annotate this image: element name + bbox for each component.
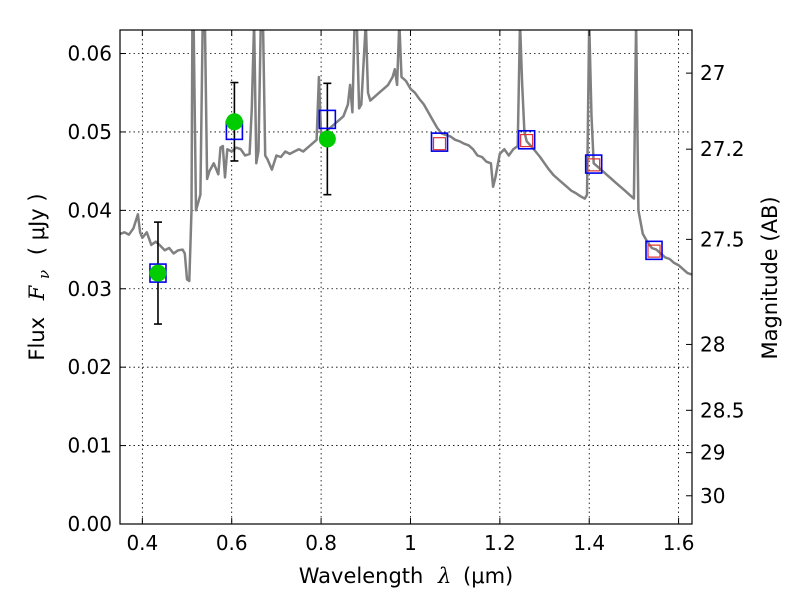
right-tick-label: 27.5	[700, 227, 745, 251]
axis-ticks: 0.4 0.6 0.8 1 1.2 1.4 1.6 0.00 0.01 0.02 0.03 0.04 0…	[67, 30, 745, 555]
x-tick-label: 1	[404, 531, 417, 555]
right-axis-label: Magnitude (AB)	[758, 196, 782, 359]
x-axis-label: Wavelength λ (μm)	[299, 564, 513, 588]
x-tick-label: 0.6	[216, 531, 248, 555]
y-tick-label: 0.04	[67, 198, 112, 222]
y-axis-label-unit: ( μJy )	[25, 193, 49, 255]
y-axis-label-subscript: ν	[35, 270, 53, 279]
y-axis-label: Flux F ν ( μJy )	[25, 193, 54, 360]
y-tick-label: 0.00	[67, 512, 112, 536]
plot-data	[120, 30, 692, 325]
right-tick-label: 27.2	[700, 137, 745, 161]
y-tick-label: 0.01	[67, 434, 112, 458]
x-axis-label-symbol: λ	[437, 564, 451, 588]
right-tick-label: 30	[700, 484, 725, 508]
x-axis-label-unit: (μm)	[463, 564, 513, 588]
observed-phot-marker	[318, 130, 336, 148]
x-tick-label: 0.4	[126, 531, 158, 555]
y-tick-label: 0.05	[67, 120, 112, 144]
x-tick-label: 1.4	[573, 531, 605, 555]
right-tick-label: 29	[700, 441, 725, 465]
right-tick-label: 28.5	[700, 398, 745, 422]
y-axis-label-prefix: Flux	[25, 317, 49, 361]
predicted-phot-marker	[520, 133, 534, 148]
plot-frame	[119, 29, 693, 525]
predicted-phot-marker	[432, 137, 447, 151]
observed-phot-marker	[149, 264, 167, 282]
y-tick-label: 0.03	[67, 277, 112, 301]
x-tick-label: 1.2	[484, 531, 516, 555]
spectrum-line	[120, 30, 692, 283]
model-phot-marker	[517, 129, 536, 150]
predicted-phot-marker	[647, 244, 661, 258]
y-tick-label: 0.02	[67, 355, 112, 379]
predicted-phot-marker	[587, 158, 601, 172]
x-tick-label: 1.6	[663, 531, 695, 555]
x-tick-label: 0.8	[305, 531, 337, 555]
right-tick-label: 27	[700, 61, 725, 85]
model-phot-marker	[645, 240, 663, 261]
observed-phot-marker	[225, 113, 243, 131]
y-tick-label: 0.06	[67, 42, 112, 66]
model-phot-marker	[318, 109, 337, 130]
x-axis-label-prefix: Wavelength	[299, 564, 424, 588]
model-phot-marker	[584, 154, 603, 174]
right-tick-label: 28	[700, 332, 725, 356]
y-axis-label-symbol: F	[25, 284, 49, 301]
model-phot-marker	[430, 132, 449, 152]
